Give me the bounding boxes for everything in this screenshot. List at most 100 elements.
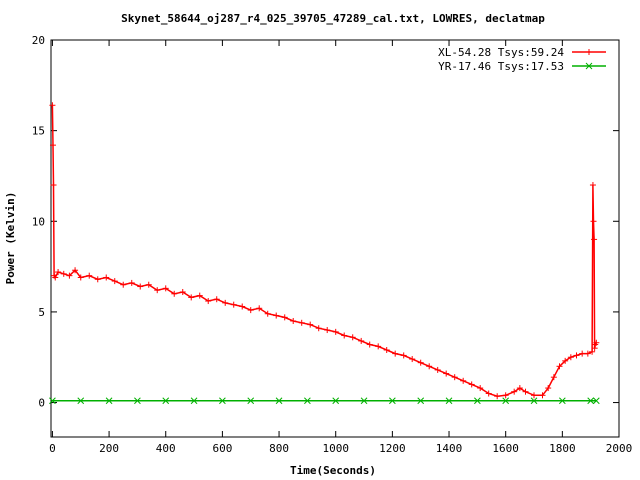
data-point bbox=[298, 319, 305, 326]
data-point bbox=[239, 303, 246, 310]
data-point bbox=[443, 370, 450, 377]
x-tick-label: 400 bbox=[156, 442, 176, 455]
data-point bbox=[417, 359, 424, 366]
data-point bbox=[111, 278, 118, 285]
y-tick-label: 15 bbox=[32, 125, 45, 138]
data-point bbox=[389, 397, 396, 405]
data-point bbox=[417, 397, 425, 405]
data-point bbox=[247, 397, 255, 405]
data-point bbox=[451, 374, 458, 381]
data-point bbox=[275, 397, 283, 405]
x-tick-label: 1400 bbox=[436, 442, 463, 455]
data-point bbox=[60, 270, 67, 277]
data-point bbox=[86, 272, 93, 279]
data-point bbox=[324, 327, 331, 334]
data-point bbox=[49, 102, 56, 109]
data-point bbox=[593, 339, 600, 346]
data-point bbox=[573, 352, 580, 359]
data-point bbox=[392, 350, 399, 357]
data-point bbox=[162, 397, 170, 405]
data-point bbox=[477, 385, 484, 392]
data-point bbox=[341, 332, 348, 339]
x-tick-label: 1200 bbox=[379, 442, 406, 455]
data-point bbox=[66, 272, 73, 279]
data-point bbox=[247, 307, 254, 314]
series-layer bbox=[49, 102, 600, 405]
data-point bbox=[145, 281, 152, 288]
data-point bbox=[579, 350, 586, 357]
data-point bbox=[530, 397, 538, 405]
data-point bbox=[196, 292, 203, 299]
data-point bbox=[49, 397, 56, 405]
x-tick-label: 1800 bbox=[549, 442, 576, 455]
data-point bbox=[383, 346, 390, 353]
data-point bbox=[137, 283, 144, 290]
data-point bbox=[375, 343, 382, 350]
x-tick-label: 600 bbox=[212, 442, 232, 455]
series-line-1 bbox=[51, 105, 597, 397]
data-point bbox=[190, 397, 198, 405]
data-point bbox=[468, 381, 475, 388]
data-point bbox=[205, 298, 212, 305]
x-tick-label: 1600 bbox=[492, 442, 519, 455]
data-point bbox=[502, 397, 510, 405]
data-point bbox=[179, 288, 186, 295]
x-tick-label: 1000 bbox=[322, 442, 349, 455]
data-point bbox=[349, 334, 356, 341]
data-point bbox=[332, 397, 340, 405]
x-axis: 0 200 400 600 800 1000 1200 1400 1600 1800 2000 bbox=[49, 40, 632, 455]
data-point bbox=[590, 218, 597, 225]
legend-marker bbox=[585, 62, 593, 70]
data-point bbox=[219, 397, 226, 405]
y-tick-label: 20 bbox=[32, 34, 45, 47]
data-point bbox=[103, 274, 110, 281]
data-point bbox=[154, 287, 161, 294]
data-point bbox=[273, 312, 280, 319]
y-tick-label: 5 bbox=[38, 306, 45, 319]
data-point bbox=[307, 321, 314, 328]
legend-label: XL-54.28 Tsys:59.24 bbox=[438, 46, 564, 59]
data-point bbox=[171, 290, 178, 297]
data-point bbox=[522, 388, 529, 395]
data-point bbox=[434, 366, 441, 373]
data-point bbox=[516, 385, 523, 392]
data-point bbox=[592, 397, 600, 405]
data-point bbox=[188, 294, 195, 301]
data-point bbox=[474, 397, 481, 405]
data-point bbox=[77, 397, 85, 405]
data-point bbox=[584, 350, 591, 357]
data-point bbox=[52, 274, 59, 281]
data-point bbox=[445, 397, 453, 405]
plot-frame bbox=[50, 39, 620, 438]
data-point bbox=[562, 357, 569, 364]
data-point bbox=[134, 397, 141, 405]
data-point bbox=[511, 388, 518, 395]
data-point bbox=[460, 377, 467, 384]
data-point bbox=[281, 314, 288, 321]
data-point bbox=[550, 374, 557, 381]
data-point bbox=[77, 274, 84, 281]
data-point bbox=[72, 267, 79, 274]
legend-marker bbox=[586, 49, 592, 55]
y-axis-label: Power (Kelvin) bbox=[4, 192, 17, 285]
data-point bbox=[545, 385, 552, 392]
data-point bbox=[494, 393, 501, 400]
data-point bbox=[400, 352, 407, 359]
data-point bbox=[230, 301, 237, 308]
data-point bbox=[162, 285, 169, 292]
data-point bbox=[332, 328, 339, 335]
data-point bbox=[366, 341, 373, 348]
data-point bbox=[485, 390, 492, 397]
data-point bbox=[222, 299, 229, 306]
data-point bbox=[587, 397, 595, 405]
data-point bbox=[264, 310, 271, 317]
data-point bbox=[50, 182, 57, 189]
data-point bbox=[49, 142, 56, 149]
data-point bbox=[558, 397, 566, 405]
data-point bbox=[105, 397, 113, 405]
data-point bbox=[315, 325, 322, 332]
data-point bbox=[539, 392, 546, 399]
data-point bbox=[589, 348, 596, 355]
data-point bbox=[556, 363, 563, 370]
